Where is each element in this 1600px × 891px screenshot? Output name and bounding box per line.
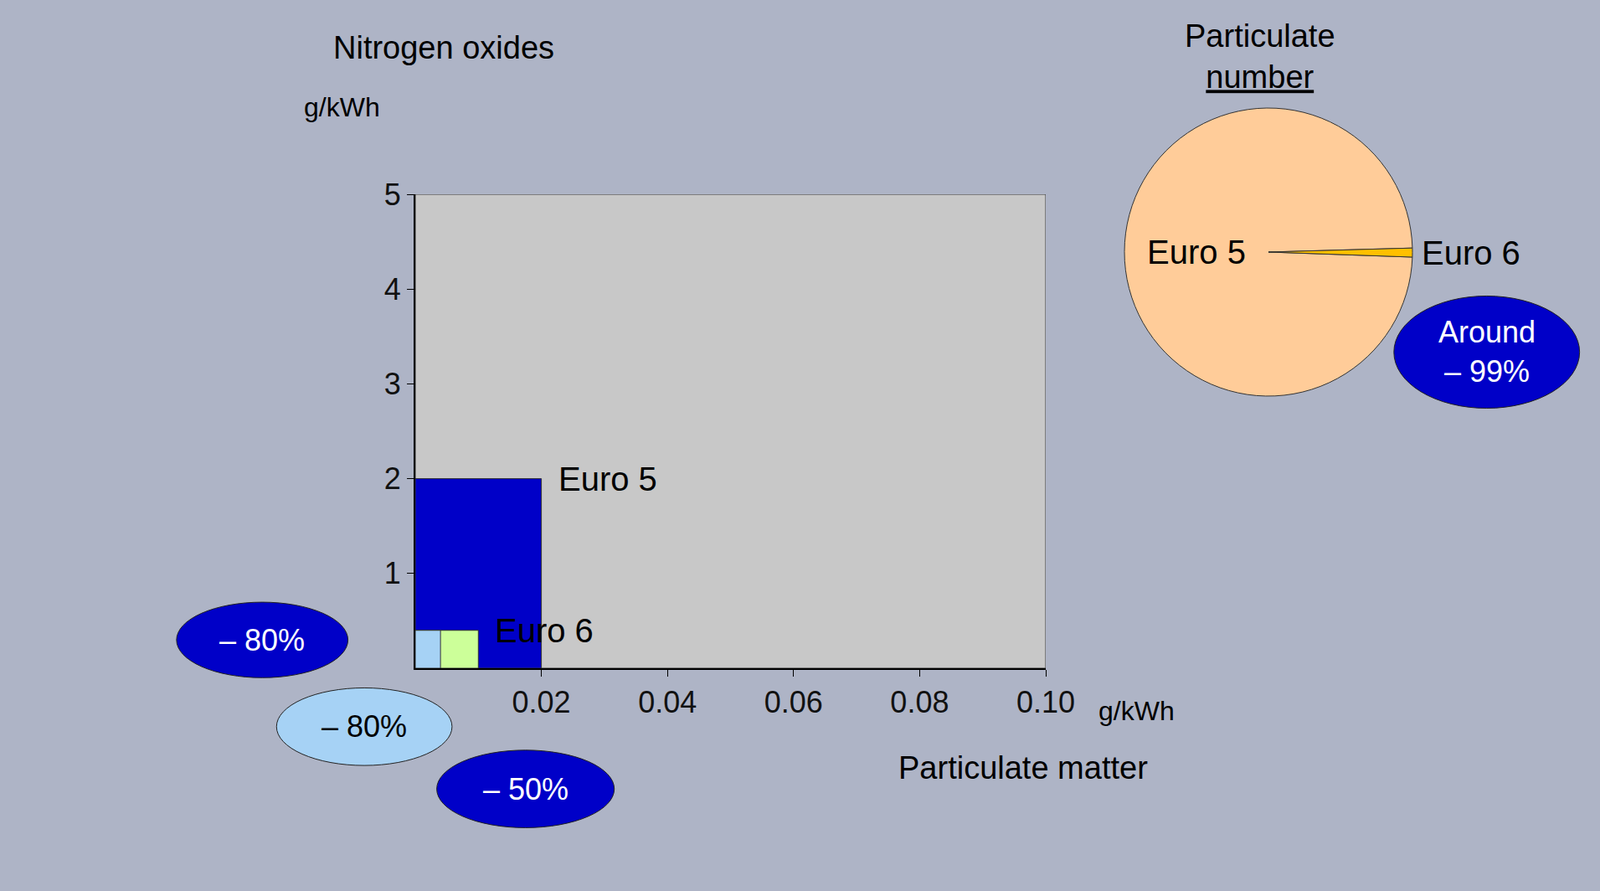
svg-text:0.04: 0.04 <box>637 684 697 720</box>
svg-text:0.02: 0.02 <box>512 684 572 720</box>
svg-text:Euro 6: Euro 6 <box>494 612 594 649</box>
svg-text:0.06: 0.06 <box>764 684 824 720</box>
svg-text:1: 1 <box>384 555 402 591</box>
svg-text:Euro 6: Euro 6 <box>1421 234 1521 272</box>
svg-text:– 80%: – 80% <box>321 709 407 744</box>
svg-text:g/kWh: g/kWh <box>1098 695 1175 726</box>
svg-text:Particulatenumber: Particulatenumber <box>1184 18 1336 95</box>
svg-text:Euro 5: Euro 5 <box>1147 233 1246 271</box>
svg-text:5: 5 <box>384 177 402 212</box>
svg-text:Particulate matter: Particulate matter <box>898 750 1148 786</box>
svg-text:Nitrogen oxides: Nitrogen oxides <box>333 30 555 66</box>
svg-text:4: 4 <box>384 272 402 307</box>
svg-text:– 80%: – 80% <box>219 622 305 658</box>
svg-text:0.08: 0.08 <box>890 684 949 720</box>
svg-text:0.10: 0.10 <box>1016 684 1076 720</box>
svg-text:3: 3 <box>384 366 402 402</box>
svg-text:Around– 99%: Around– 99% <box>1438 314 1536 389</box>
svg-text:2: 2 <box>384 461 402 496</box>
svg-text:Euro 5: Euro 5 <box>558 460 658 498</box>
svg-text:– 50%: – 50% <box>483 771 569 807</box>
svg-text:g/kWh: g/kWh <box>303 92 381 123</box>
